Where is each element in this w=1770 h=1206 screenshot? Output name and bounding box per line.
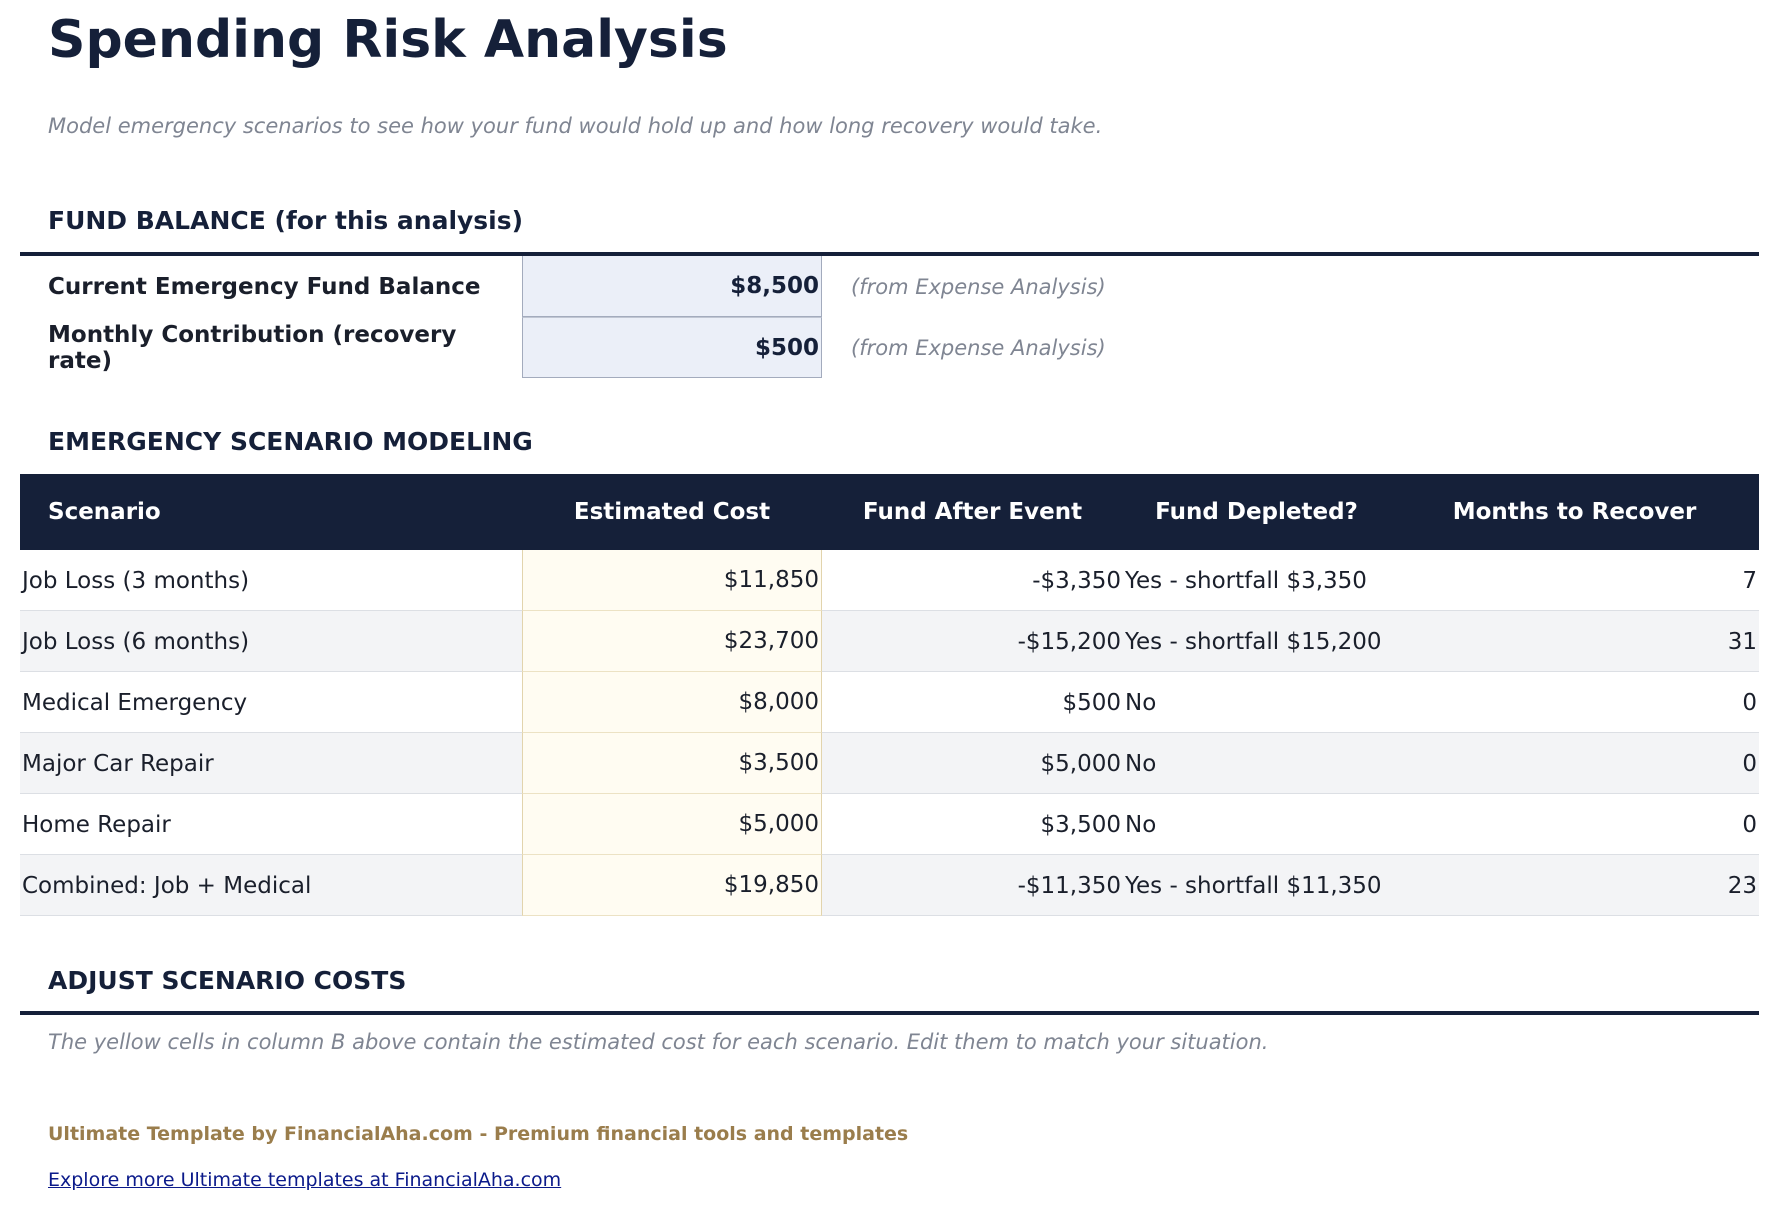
months-to-recover: 0 bbox=[1742, 750, 1757, 777]
footer-link[interactable]: Explore more Ultimate templates at Finan… bbox=[48, 1169, 562, 1191]
fund-depleted: No bbox=[1125, 689, 1157, 716]
scenario-name: Medical Emergency bbox=[22, 689, 248, 716]
months-to-recover: 31 bbox=[1727, 628, 1757, 655]
fund-after: -$15,200 bbox=[1017, 628, 1121, 655]
column-header: Estimated Cost bbox=[573, 499, 771, 525]
subtitle: Model emergency scenarios to see how you… bbox=[48, 114, 1103, 138]
estimated-cost: $8,000 bbox=[522, 672, 822, 733]
estimated-cost: $11,850 bbox=[522, 550, 822, 611]
page-title: Spending Risk Analysis bbox=[48, 10, 728, 70]
fund-after: -$3,350 bbox=[1032, 567, 1121, 594]
column-header: Scenario bbox=[48, 499, 161, 525]
field-label: Monthly Contribution (recovery rate) bbox=[48, 321, 457, 374]
fund-depleted: Yes - shortfall $11,350 bbox=[1125, 872, 1382, 899]
column-header: Fund Depleted? bbox=[1155, 499, 1358, 525]
scenario-name: Job Loss (3 months) bbox=[22, 567, 250, 594]
fund-after: $3,500 bbox=[1040, 811, 1121, 838]
estimated-cost: $23,700 bbox=[522, 611, 822, 672]
row-bg bbox=[20, 611, 1759, 672]
months-to-recover: 0 bbox=[1742, 689, 1757, 716]
scenario-name: Major Car Repair bbox=[22, 750, 214, 777]
scenario-name: Combined: Job + Medical bbox=[22, 872, 312, 899]
section-rule bbox=[20, 252, 1759, 256]
months-to-recover: 0 bbox=[1742, 811, 1757, 838]
section-heading: FUND BALANCE (for this analysis) bbox=[48, 206, 524, 235]
field-label: Current Emergency Fund Balance bbox=[48, 273, 481, 300]
brand-note: Ultimate Template by FinancialAha.com - … bbox=[48, 1123, 909, 1145]
column-header: Fund After Event bbox=[862, 499, 1083, 525]
fund-depleted: No bbox=[1125, 750, 1157, 777]
months-to-recover: 7 bbox=[1742, 567, 1757, 594]
section-rule bbox=[20, 1011, 1759, 1015]
row-bg bbox=[20, 794, 1759, 855]
table-header-bg bbox=[20, 474, 1759, 550]
estimated-cost: $19,850 bbox=[522, 855, 822, 916]
scenario-name: Home Repair bbox=[22, 811, 171, 838]
fund-depleted: Yes - shortfall $15,200 bbox=[1125, 628, 1382, 655]
field-value: $8,500 bbox=[522, 256, 822, 317]
section-heading: EMERGENCY SCENARIO MODELING bbox=[48, 427, 533, 456]
field-note: (from Expense Analysis) bbox=[851, 274, 1106, 299]
field-note: (from Expense Analysis) bbox=[851, 335, 1106, 360]
estimated-cost: $5,000 bbox=[522, 794, 822, 855]
row-bg bbox=[20, 550, 1759, 611]
row-bg bbox=[20, 733, 1759, 794]
fund-after: -$11,350 bbox=[1017, 872, 1121, 899]
section-heading: ADJUST SCENARIO COSTS bbox=[48, 966, 407, 995]
fund-after: $500 bbox=[1062, 689, 1121, 716]
fund-after: $5,000 bbox=[1040, 750, 1121, 777]
row-bg bbox=[20, 672, 1759, 733]
fund-depleted: No bbox=[1125, 811, 1157, 838]
fund-depleted: Yes - shortfall $3,350 bbox=[1125, 567, 1367, 594]
months-to-recover: 23 bbox=[1727, 872, 1757, 899]
column-header: Months to Recover bbox=[1452, 499, 1697, 525]
instruction-note: The yellow cells in column B above conta… bbox=[48, 1030, 1269, 1054]
scenario-name: Job Loss (6 months) bbox=[22, 628, 250, 655]
field-value: $500 bbox=[522, 317, 822, 378]
row-bg bbox=[20, 855, 1759, 916]
estimated-cost: $3,500 bbox=[522, 733, 822, 794]
